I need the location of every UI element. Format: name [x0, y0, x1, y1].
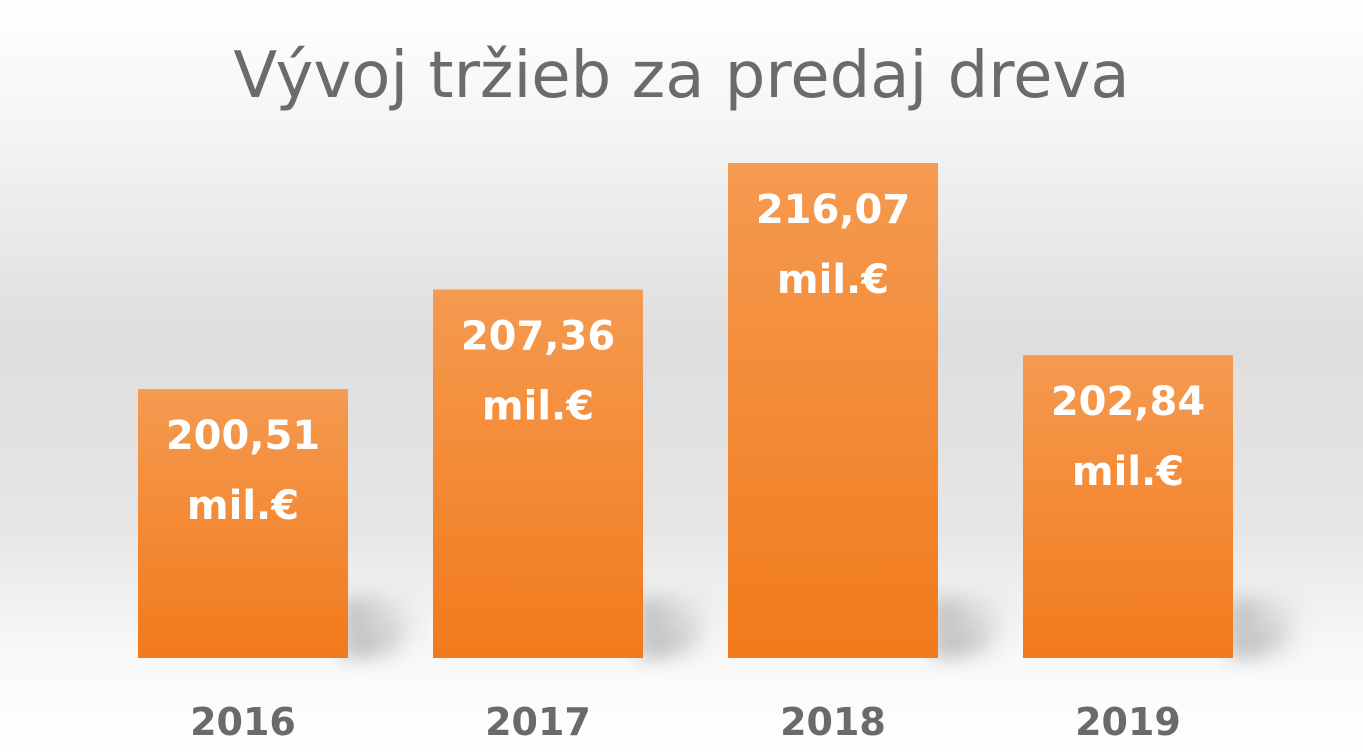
data-labels: 200,51 mil.€ 207,36 mil.€ 216,07 mil.€ 202,84 m… — [166, 187, 1205, 529]
data-label-unit: mil.€ — [1072, 449, 1184, 495]
data-label-value: 200,51 — [166, 413, 320, 459]
bar-shadow-soft — [1228, 598, 1298, 658]
category-label: 2018 — [780, 700, 886, 744]
category-label: 2016 — [190, 700, 296, 744]
category-label: 2017 — [485, 700, 591, 744]
category-labels: 2016 2017 2018 2019 — [190, 700, 1181, 744]
bar-2019 — [1023, 355, 1233, 658]
bar-shadows — [343, 598, 1303, 658]
data-label-unit: mil.€ — [187, 483, 299, 529]
bar-2018 — [728, 163, 938, 658]
bar-shadow-soft — [343, 598, 413, 658]
chart-title: Vývoj tržieb za predaj dreva — [233, 39, 1130, 113]
bar-2016 — [138, 389, 348, 658]
bars — [138, 163, 1233, 658]
data-label-unit: mil.€ — [482, 384, 594, 430]
bar-shadow-soft — [638, 598, 708, 658]
bar-shadow-soft — [933, 598, 1003, 658]
data-label-value: 207,36 — [461, 314, 615, 360]
data-label-unit: mil.€ — [777, 257, 889, 303]
bar-2017 — [433, 289, 643, 658]
data-label-value: 216,07 — [756, 187, 910, 233]
category-label: 2019 — [1075, 700, 1181, 744]
data-label-value: 202,84 — [1051, 379, 1205, 425]
